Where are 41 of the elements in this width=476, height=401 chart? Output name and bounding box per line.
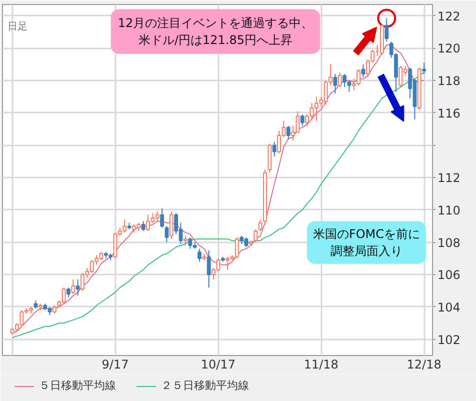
candlestick [258, 219, 262, 232]
candlestick [234, 236, 239, 259]
candlestick [338, 72, 342, 88]
candlestick [164, 226, 169, 243]
candlestick [184, 235, 188, 246]
annotation: 米国のFOMCを前に調整局面入り [312, 227, 420, 258]
y-tick-label: 112 [438, 171, 460, 186]
candlestick [286, 125, 290, 140]
y-tick-label: 102 [438, 332, 460, 347]
y-tick-label: 104 [438, 300, 460, 314]
candlestick [422, 62, 426, 75]
y-tick-label: 116 [438, 106, 460, 120]
candlestick [254, 228, 258, 243]
legend-label: ５日移動平均線 [39, 378, 116, 393]
candlestick [169, 211, 174, 240]
candlestick [76, 278, 80, 296]
annotation: 日足 [8, 22, 28, 32]
candlestick [198, 248, 202, 262]
legend-label: ２５日移動平均線 [161, 378, 249, 393]
y-tick-label: 120 [438, 42, 460, 56]
candlestick [206, 250, 211, 288]
candlestick [71, 278, 76, 295]
x-tick-label: 10/17 [200, 358, 236, 372]
y-tick-label: 118 [438, 74, 460, 88]
candlestick [361, 64, 366, 78]
x-tick-label: 11/18 [304, 358, 338, 372]
y-tick-label: 108 [438, 236, 460, 250]
candlestick [66, 287, 70, 298]
candlestick [333, 74, 338, 94]
candlestick [226, 256, 230, 270]
candlestick [141, 220, 146, 232]
candlestick [300, 114, 304, 126]
candlestick [384, 18, 389, 42]
candlestick [272, 141, 276, 158]
annotation: 12月の注目イベントを通過する中、米ドル/円は121.85円へ上昇 [118, 16, 314, 47]
y-tick-label: 106 [438, 268, 460, 282]
x-tick-label: 12/18 [406, 358, 442, 372]
candlestick [160, 208, 164, 228]
y-tick-label: 110 [438, 203, 460, 218]
y-tick-label: 122 [438, 9, 460, 24]
x-tick-label: 9/17 [102, 358, 129, 372]
